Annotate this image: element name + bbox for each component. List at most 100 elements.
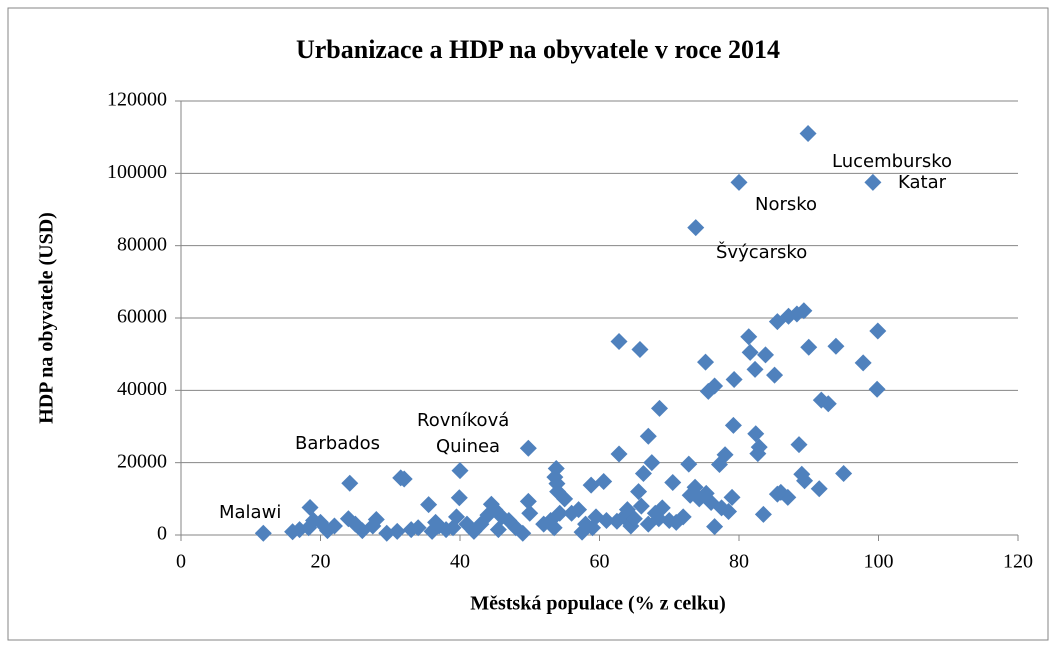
point [535, 515, 553, 533]
x-axis-label: Městská populace (% z celku) [470, 593, 726, 615]
point [548, 475, 566, 493]
y-tick-label: 40000 [117, 378, 167, 400]
x-tick-label: 100 [864, 551, 894, 573]
y-axis-label: HDP na obyvatele (USD) [36, 212, 58, 424]
x-tick-label: 80 [729, 551, 749, 573]
point [687, 219, 705, 237]
annotation: Malawi [219, 502, 281, 523]
point [631, 340, 649, 358]
point [482, 495, 500, 513]
point [819, 395, 837, 413]
point [254, 524, 272, 542]
y-tick-label: 120000 [107, 89, 167, 111]
y-tick-label: 60000 [117, 306, 167, 328]
point [378, 524, 396, 542]
point [741, 343, 759, 361]
point [827, 337, 845, 355]
point [800, 338, 818, 356]
point [810, 480, 828, 498]
point [749, 445, 767, 463]
point [420, 496, 438, 514]
point [625, 510, 643, 528]
point [388, 522, 406, 540]
point [339, 510, 357, 528]
point [584, 519, 602, 537]
point [301, 499, 319, 517]
y-tick-label: 80000 [117, 233, 167, 255]
annotation: Lucembursko [832, 151, 952, 172]
chart-title: Urbanizace a HDP na obyvatele v roce 201… [296, 35, 780, 64]
point [519, 439, 537, 457]
point [799, 125, 817, 143]
annotation: Barbados [295, 433, 380, 454]
x-tick-label: 20 [311, 551, 331, 573]
point [597, 512, 615, 530]
x-tick-label: 0 [176, 551, 186, 573]
point [716, 446, 734, 464]
point [713, 499, 731, 517]
point [680, 455, 698, 473]
point [854, 354, 872, 372]
point [730, 173, 748, 191]
point [519, 492, 537, 510]
point [563, 504, 581, 522]
point [795, 302, 813, 320]
point [868, 380, 886, 398]
point [341, 474, 359, 492]
point [489, 521, 507, 539]
point [766, 366, 784, 384]
point [643, 454, 661, 472]
point [757, 346, 775, 364]
point [747, 425, 765, 443]
point [521, 504, 539, 522]
point [869, 322, 887, 340]
y-tick-label: 0 [157, 523, 167, 545]
point [570, 501, 588, 519]
x-tick-label: 40 [450, 551, 470, 573]
point [650, 399, 668, 417]
point [402, 521, 420, 539]
y-tick-label: 20000 [117, 450, 167, 472]
annotation: Norsko [755, 194, 817, 215]
point [427, 513, 445, 531]
point [608, 512, 626, 530]
point [667, 513, 685, 531]
point [724, 416, 742, 434]
x-tick-label: 60 [590, 551, 610, 573]
point [632, 497, 650, 515]
point [451, 462, 469, 480]
point [582, 476, 600, 494]
point [639, 427, 657, 445]
point [835, 465, 853, 483]
point [595, 472, 613, 490]
point [796, 472, 814, 490]
point [697, 353, 715, 371]
point [754, 505, 772, 523]
point [768, 485, 786, 503]
x-tick-label: 120 [1003, 551, 1033, 573]
point [746, 360, 764, 378]
annotation: Rovníková [417, 410, 509, 431]
point [634, 465, 652, 483]
point [790, 436, 808, 454]
point [610, 445, 628, 463]
point [630, 483, 648, 501]
point [650, 510, 668, 528]
annotation: Quinea [436, 436, 500, 457]
point [706, 518, 724, 536]
point [725, 370, 743, 388]
annotation: Švýcarsko [716, 241, 807, 263]
y-tick-label: 100000 [107, 161, 167, 183]
point [706, 377, 724, 395]
point [618, 501, 636, 519]
point [392, 469, 410, 487]
annotation: Katar [898, 172, 947, 193]
point [740, 328, 758, 346]
point [723, 488, 741, 506]
point [864, 173, 882, 191]
point [610, 333, 628, 351]
point [284, 523, 302, 541]
point [458, 515, 476, 533]
point [664, 474, 682, 492]
